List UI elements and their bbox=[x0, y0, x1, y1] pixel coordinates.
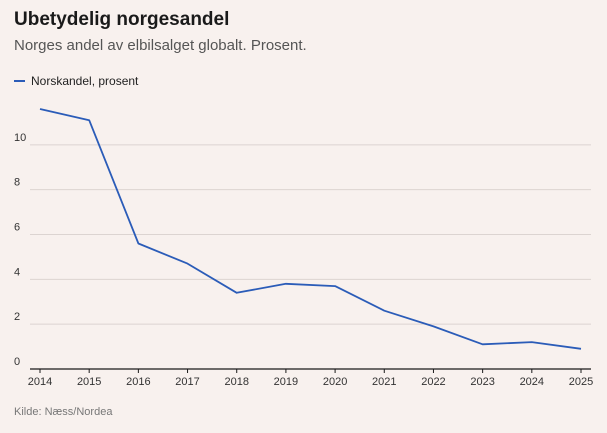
x-tick-label: 2014 bbox=[28, 376, 52, 388]
data-point bbox=[431, 324, 435, 328]
chart-title: Ubetydelig norgesandel bbox=[14, 9, 230, 30]
data-point bbox=[235, 291, 239, 295]
x-tick-label: 2016 bbox=[126, 376, 150, 388]
x-tick-label: 2022 bbox=[421, 376, 445, 388]
series-line bbox=[39, 108, 582, 350]
data-point bbox=[38, 107, 42, 111]
x-tick-label: 2015 bbox=[77, 376, 101, 388]
x-tick-label: 2021 bbox=[372, 376, 396, 388]
data-point bbox=[481, 342, 485, 346]
legend-label: Norskandel, prosent bbox=[31, 74, 139, 88]
y-tick-label: 6 bbox=[14, 222, 20, 234]
x-tick-label: 2025 bbox=[569, 376, 593, 388]
x-tick-label: 2019 bbox=[274, 376, 298, 388]
x-tick-label: 2024 bbox=[520, 376, 544, 388]
x-tick-label: 2018 bbox=[224, 376, 248, 388]
data-point bbox=[333, 284, 337, 288]
y-tick-label: 10 bbox=[14, 132, 26, 144]
y-tick-label: 2 bbox=[14, 311, 20, 323]
chart-subtitle: Norges andel av elbilsalget globalt. Pro… bbox=[14, 37, 307, 54]
data-point bbox=[382, 309, 386, 313]
data-point bbox=[186, 262, 190, 266]
data-point bbox=[87, 118, 91, 122]
data-point bbox=[530, 340, 534, 344]
data-point bbox=[136, 241, 140, 245]
x-tick-label: 2017 bbox=[175, 376, 199, 388]
y-tick-label: 4 bbox=[14, 266, 20, 278]
source-note: Kilde: Næss/Nordea bbox=[14, 406, 113, 418]
legend-line-swatch bbox=[14, 80, 25, 82]
x-tick-label: 2023 bbox=[470, 376, 494, 388]
y-tick-label: 0 bbox=[14, 356, 20, 368]
x-tick-label: 2020 bbox=[323, 376, 347, 388]
data-point bbox=[579, 347, 583, 351]
y-tick-label: 8 bbox=[14, 177, 20, 189]
data-point bbox=[284, 282, 288, 286]
legend: Norskandel, prosent bbox=[14, 74, 138, 88]
